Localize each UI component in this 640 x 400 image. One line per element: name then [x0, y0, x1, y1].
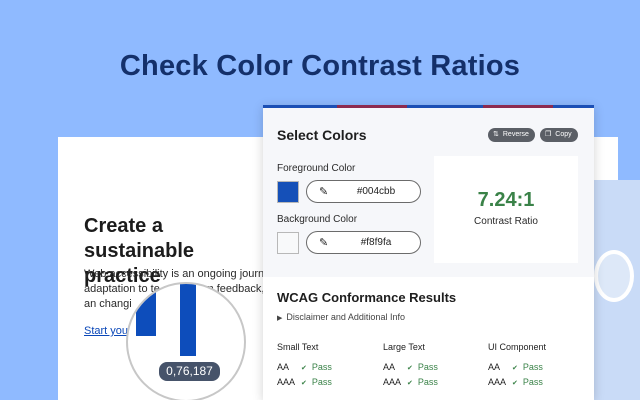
check-icon: ✔	[301, 380, 307, 387]
large-text-aaa-level: AAA	[383, 377, 402, 387]
small-text-aa-level: AA	[277, 362, 290, 372]
panel-top-bar	[263, 105, 594, 108]
small-text-aaa-result: ✔ Pass	[301, 377, 332, 387]
check-icon: ✔	[407, 380, 413, 387]
disclaimer-label: Disclaimer and Additional Info	[286, 312, 405, 322]
ui-component-aaa-level: AAA	[488, 377, 507, 387]
copy-button-label: Copy	[555, 131, 572, 138]
large-text-heading: Large Text	[383, 342, 425, 352]
panel-top-bar-segment	[337, 105, 407, 108]
background-color-field[interactable]: ✎ #f8f9fa	[306, 231, 421, 254]
magnifier-lens	[126, 282, 246, 400]
large-text-aa-result: ✔ Pass	[407, 362, 438, 372]
check-icon: ✔	[512, 365, 518, 372]
small-text-heading: Small Text	[277, 342, 319, 352]
foreground-color-value[interactable]: #004cbb	[356, 186, 396, 197]
foreground-color-label: Foreground Color	[277, 163, 356, 174]
headline: Check Color Contrast Ratios	[119, 50, 521, 82]
check-icon: ✔	[407, 365, 413, 372]
color-readout-badge: 0,76,187	[159, 362, 220, 381]
select-colors-section: Select Colors ⇅ Reverse ❐ Copy Foreground …	[263, 108, 594, 277]
foreground-color-field[interactable]: ✎ #004cbb	[306, 180, 421, 203]
ui-component-aa-level: AA	[488, 362, 501, 372]
ui-component-aaa-result: ✔ Pass	[512, 377, 543, 387]
wcag-results-section: WCAG Conformance Results ▶ Disclaimer and…	[263, 277, 594, 400]
copy-icon: ❐	[545, 131, 552, 138]
wcag-results-title: WCAG Conformance Results	[277, 290, 457, 305]
disclaimer-toggle[interactable]: ▶ Disclaimer and Additional Info	[277, 312, 405, 322]
background-color-swatch[interactable]	[277, 232, 299, 254]
foreground-color-swatch[interactable]	[277, 181, 299, 203]
panel-top-bar-segment	[483, 105, 553, 108]
check-icon: ✔	[301, 365, 307, 372]
magnified-pixel-bar	[180, 284, 196, 356]
background-color-label: Background Color	[277, 214, 358, 225]
background-ring	[594, 250, 634, 302]
large-text-aaa-result: ✔ Pass	[407, 377, 438, 387]
background-color-value[interactable]: #f8f9fa	[360, 237, 392, 248]
small-text-aaa-level: AAA	[277, 377, 296, 387]
select-colors-title: Select Colors	[277, 127, 367, 143]
copy-button[interactable]: ❐ Copy	[540, 128, 578, 142]
triangle-right-icon: ▶	[277, 315, 283, 322]
contrast-ratio-label: Contrast Ratio	[474, 216, 538, 227]
magnified-pixel-bar	[136, 284, 156, 336]
eyedropper-icon[interactable]: ✎	[319, 186, 329, 198]
background-page-title: Create a sustainable practice	[84, 215, 195, 287]
contrast-ratio-value: 7.24:1	[477, 189, 535, 211]
reverse-button[interactable]: ⇅ Reverse	[488, 128, 535, 142]
contrast-ratio-card: 7.24:1 Contrast Ratio	[434, 156, 578, 263]
reverse-button-label: Reverse	[502, 131, 529, 138]
large-text-aa-level: AA	[383, 362, 396, 372]
ui-component-aa-result: ✔ Pass	[512, 362, 543, 372]
contrast-checker-panel: Select Colors ⇅ Reverse ❐ Copy Foreground …	[263, 105, 594, 400]
swap-icon: ⇅	[493, 131, 499, 138]
small-text-aa-result: ✔ Pass	[301, 362, 332, 372]
ui-component-heading: UI Component	[488, 342, 547, 352]
eyedropper-icon[interactable]: ✎	[319, 237, 329, 249]
check-icon: ✔	[512, 380, 518, 387]
